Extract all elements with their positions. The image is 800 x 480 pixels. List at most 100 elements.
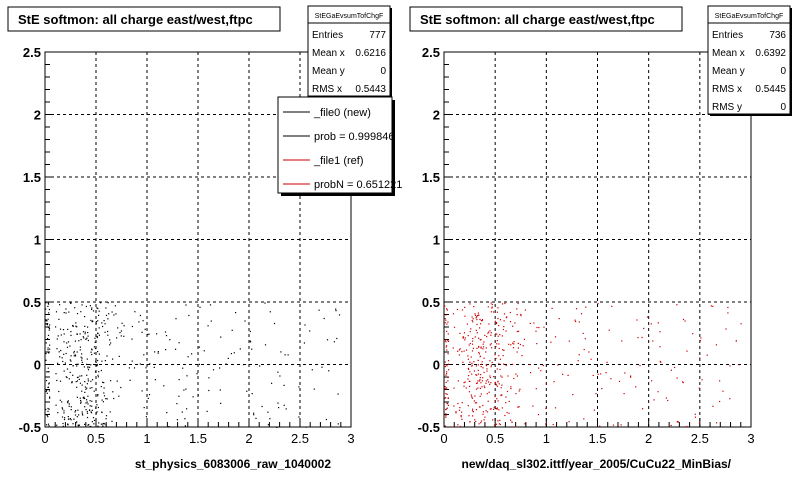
data-point [482,377,484,379]
data-point [584,338,586,340]
data-point [85,338,87,340]
data-point [674,366,676,369]
data-point [75,410,77,412]
data-point [473,306,475,308]
data-point [578,321,580,323]
data-point [519,343,521,346]
stats-label: Entries [312,30,343,41]
data-point [63,341,65,343]
data-point [103,387,105,389]
data-point [489,330,491,332]
legend-label: _file1 (ref) [313,155,364,167]
data-point [503,320,505,322]
data-point [522,345,524,347]
data-point [498,409,500,411]
data-point [459,348,461,350]
stats-label: Entries [712,30,743,41]
x-tick-label: 2 [245,431,252,446]
data-point [271,382,273,384]
data-point [686,350,688,352]
data-point [592,374,594,376]
x-tick-label: 2 [645,431,652,446]
data-point [89,425,91,427]
data-point [493,406,495,408]
data-point [95,361,97,363]
data-point [86,363,88,365]
data-point [495,333,497,335]
data-point [700,337,702,339]
data-point [621,340,623,342]
data-point [285,408,287,410]
data-point [86,416,89,419]
data-point [96,404,98,406]
data-point [48,425,50,427]
data-point [65,308,67,310]
data-point [521,355,523,357]
data-point [97,395,99,397]
data-point [109,411,111,413]
data-point [479,387,481,389]
data-point [597,303,599,305]
data-point [98,327,100,329]
data-point [480,382,482,384]
data-point [667,399,669,402]
data-point [485,364,487,366]
data-point [157,351,159,353]
data-point [97,376,99,378]
data-point [492,311,495,313]
data-point [74,411,76,413]
data-point [219,389,221,391]
data-point [70,419,72,421]
data-point [490,302,492,304]
data-point [479,379,481,381]
data-point [45,319,47,321]
data-point [191,353,193,355]
data-point [145,367,147,369]
data-point [49,344,51,346]
data-point [676,421,678,423]
data-point [472,318,474,320]
data-point [499,423,501,426]
data-point [106,355,108,357]
data-point [515,426,517,428]
data-point [444,425,446,427]
data-point [63,412,65,414]
data-point [496,343,498,345]
stats-label: RMS y [712,102,742,113]
data-point [219,367,221,369]
data-point [468,375,470,377]
data-point [506,412,508,414]
data-point [79,382,81,384]
data-point [582,332,584,334]
data-point [445,314,447,316]
data-point [326,339,329,341]
data-point [727,312,729,314]
data-point [67,400,69,402]
data-point [467,405,469,407]
data-point [489,360,491,362]
data-point [499,358,501,360]
data-point [445,364,447,366]
data-point [142,320,144,322]
data-point [479,395,481,397]
data-point [480,323,482,325]
data-point [590,358,592,360]
data-point [97,307,99,310]
data-point [105,418,107,420]
chart-panel-1: 0 0.5 1 1.5 2 2.5 3-0.500.511.522.5st_physics_… [7,5,402,471]
data-point [445,409,447,411]
data-point [196,373,198,375]
chart-panel-2: 0 0.5 1 1.5 2 2.5 3-0.500.511.522.5new/daq_sl3… [409,5,792,471]
data-point [94,341,96,343]
data-point [48,371,50,373]
data-point [477,380,479,382]
data-point [90,412,93,414]
data-point [455,411,457,413]
x-tick-label: 2.5 [691,431,709,446]
data-point [47,302,49,304]
data-point [89,400,91,402]
data-point [63,353,65,355]
data-point [63,312,65,314]
data-point [47,323,49,325]
data-point [184,418,186,420]
